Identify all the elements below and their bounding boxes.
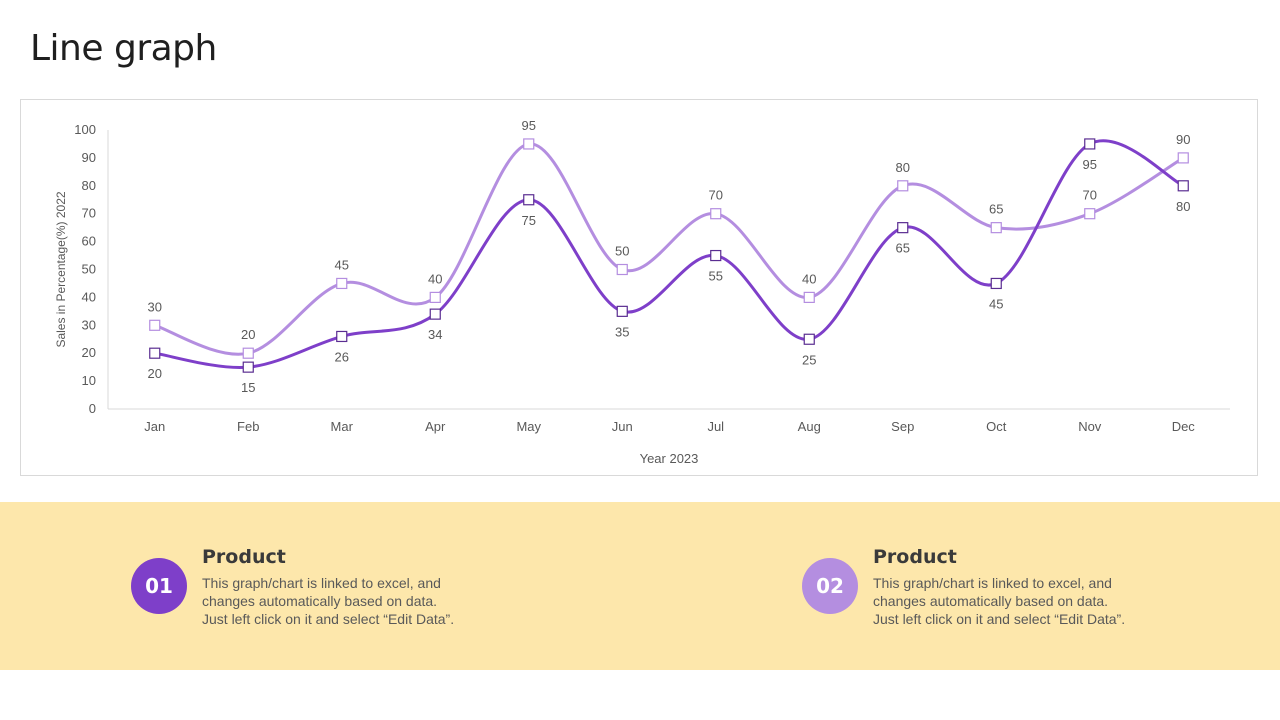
series-1-point: [149, 319, 161, 331]
series-2-point: [990, 277, 1002, 290]
y-tick-label: 70: [82, 206, 96, 221]
series-1-point: [616, 263, 628, 276]
series-2-data-label: 80: [1176, 199, 1190, 214]
x-tick-label: Nov: [1078, 419, 1102, 434]
line-chart-svg: 0 10 20 30 40 50 60 70 80 90 100 Jan Feb Mar Apr May Jun…: [54, 118, 1230, 466]
series-2-point: [1177, 180, 1189, 192]
y-tick-label: 60: [82, 234, 96, 249]
series-1-point: [242, 347, 254, 359]
series-2-point: [149, 347, 161, 359]
y-tick-label: 0: [89, 401, 96, 416]
series-1-data-label: 95: [522, 118, 536, 133]
y-tick-label: 40: [82, 289, 96, 304]
series-1-data-label: 80: [896, 160, 910, 175]
number-badge-2: 02: [802, 558, 858, 614]
series-2-data-label: 55: [709, 269, 723, 284]
y-tick-label: 20: [82, 345, 96, 360]
series-2-line: [153, 139, 1185, 369]
x-tick-label: Jul: [707, 419, 724, 434]
x-tick-label: Mar: [331, 419, 354, 434]
card-title-2: Product: [873, 546, 957, 568]
series-1-point: [990, 222, 1002, 234]
series-2-point: [242, 361, 254, 373]
card-body-2: This graph/chart is linked to excel, and…: [873, 574, 1173, 628]
series-1-point: [710, 208, 722, 220]
series-2-point: [803, 333, 815, 345]
series-2-data-label: 45: [989, 296, 1003, 311]
series-2-data-label: 15: [241, 380, 255, 395]
series-2-point: [616, 305, 628, 317]
series-2-data-label: 75: [522, 213, 536, 228]
y-tick-label: 10: [82, 373, 96, 388]
series-2-data-label: 35: [615, 324, 629, 339]
series-1-data-label: 65: [989, 202, 1003, 217]
y-tick-label: 30: [82, 317, 96, 332]
series-1-point: [803, 291, 815, 303]
y-tick-label: 100: [74, 122, 96, 137]
y-tick-label: 90: [82, 150, 96, 165]
card-body-line: This graph/chart is linked to excel, and: [202, 575, 441, 591]
card-body-line: changes automatically based on data.: [873, 593, 1109, 609]
series-1-data-label: 45: [335, 257, 349, 272]
series-1-data-label: 40: [802, 271, 816, 286]
series-1-data-label: 70: [709, 188, 723, 203]
series-1-point: [429, 291, 441, 303]
series-2-point: [523, 194, 535, 206]
x-tick-label: Dec: [1172, 419, 1196, 434]
series-2-data-label: 25: [802, 352, 816, 367]
series-2-point: [1084, 138, 1096, 150]
series-1-point: [336, 277, 348, 290]
x-tick-label: Apr: [425, 419, 446, 434]
y-tick-label: 80: [82, 178, 96, 193]
series-1-point: [1084, 208, 1096, 220]
series-2-point: [897, 222, 909, 234]
line-chart[interactable]: 0 10 20 30 40 50 60 70 80 90 100 Jan Feb Mar Apr May Jun…: [20, 99, 1258, 476]
series-1-point: [1177, 152, 1189, 164]
series-2-data-label: 20: [148, 366, 162, 381]
x-tick-label: Oct: [986, 419, 1007, 434]
series-1-point: [523, 138, 535, 150]
number-badge-1: 01: [131, 558, 187, 614]
card-body-1: This graph/chart is linked to excel, and…: [202, 574, 502, 628]
y-axis-title: Sales in Percentage(%) 2022: [54, 191, 68, 347]
x-tick-label: Jun: [612, 419, 633, 434]
card-body-line: changes automatically based on data.: [202, 593, 438, 609]
series-2-data-label: 26: [335, 349, 349, 364]
x-tick-label: Sep: [891, 419, 914, 434]
x-tick-label: Jan: [144, 419, 165, 434]
series-1-data-label: 50: [615, 244, 629, 259]
info-band: 01 Product This graph/chart is linked to…: [0, 502, 1280, 670]
series-2-data-label: 34: [428, 327, 442, 342]
series-1-data-label: 20: [241, 327, 255, 342]
card-title-1: Product: [202, 546, 286, 568]
card-body-line: This graph/chart is linked to excel, and: [873, 575, 1112, 591]
series-1-data-label: 70: [1083, 188, 1097, 203]
x-tick-label: Aug: [798, 419, 821, 434]
series-1-data-label: 90: [1176, 132, 1190, 147]
series-2-data-label: 95: [1083, 157, 1097, 172]
y-tick-label: 50: [82, 262, 96, 277]
series-1-line: [153, 142, 1185, 356]
series-2-point: [429, 308, 441, 320]
series-2-point: [336, 330, 348, 343]
card-body-line: Just left click on it and select “Edit D…: [202, 611, 455, 627]
x-tick-label: May: [516, 419, 541, 434]
card-body-line: Just left click on it and select “Edit D…: [873, 611, 1126, 627]
x-axis-title: Year 2023: [640, 451, 699, 466]
x-tick-label: Feb: [237, 419, 259, 434]
series-1-data-label: 40: [428, 271, 442, 286]
series-2-point: [710, 249, 722, 262]
series-1-data-label: 30: [148, 299, 162, 314]
series-1-point: [897, 180, 909, 192]
page-title: Line graph: [30, 28, 217, 69]
series-2-data-label: 65: [896, 241, 910, 256]
